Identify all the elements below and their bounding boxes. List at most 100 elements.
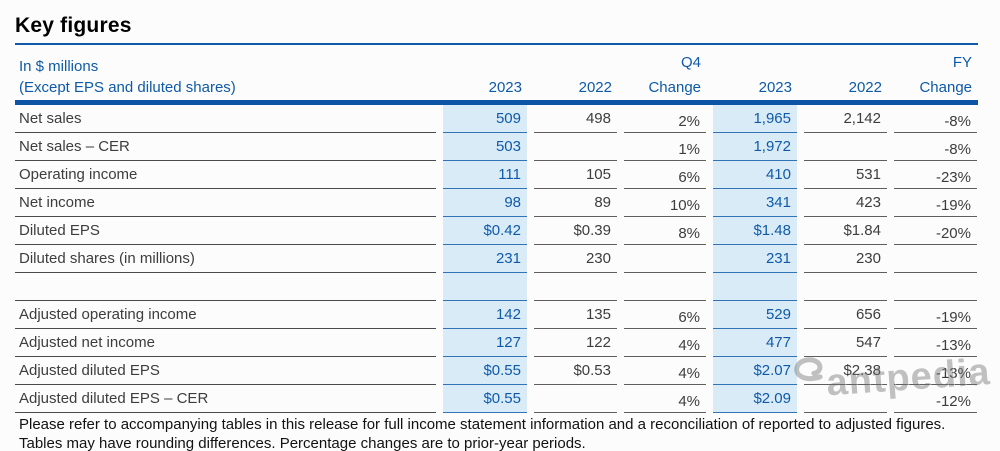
row-label: Diluted EPS bbox=[15, 217, 436, 245]
units-note-line1: In $ millions bbox=[19, 58, 99, 75]
table-header: In $ millions (Except EPS and diluted sh… bbox=[15, 51, 978, 98]
cell-fy-2022 bbox=[804, 273, 887, 301]
cell-q4-2022: $0.39 bbox=[534, 217, 617, 245]
cell-fy-2023: 529 bbox=[713, 301, 797, 329]
cell-q4-2023: $0.55 bbox=[443, 385, 527, 413]
cell-fy-2022: 547 bbox=[804, 329, 887, 357]
header-spacer bbox=[713, 51, 797, 73]
cell-q4-2023: 509 bbox=[443, 105, 527, 133]
cell-fy-change: -23% bbox=[894, 161, 977, 189]
cell-fy-change: -20% bbox=[894, 217, 977, 245]
cell-fy-change: -8% bbox=[894, 133, 977, 161]
cell-fy-change: -13% bbox=[894, 357, 977, 385]
cell-q4-2022 bbox=[534, 273, 617, 301]
cell-fy-change: -8% bbox=[894, 105, 977, 133]
row-label: Adjusted operating income bbox=[15, 301, 436, 329]
row-label: Adjusted diluted EPS – CER bbox=[15, 385, 436, 413]
cell-q4-change: 4% bbox=[624, 357, 706, 385]
cell-q4-2023 bbox=[443, 273, 527, 301]
cell-q4-2022: 89 bbox=[534, 189, 617, 217]
cell-q4-2023: 98 bbox=[443, 189, 527, 217]
header-col-q4-2022: 2022 bbox=[578, 79, 612, 96]
row-label: Net sales – CER bbox=[15, 133, 436, 161]
table-row-spacer bbox=[15, 273, 978, 301]
header-group-q4: Q4 bbox=[680, 54, 701, 71]
table-row: Adjusted operating income 142 135 6% 529… bbox=[15, 301, 978, 329]
cell-fy-change bbox=[894, 273, 977, 301]
table-row: Adjusted net income 127 122 4% 477 547 -… bbox=[15, 329, 978, 357]
table-row: Adjusted diluted EPS – CER $0.55 4% $2.0… bbox=[15, 385, 978, 413]
cell-q4-2022: 105 bbox=[534, 161, 617, 189]
header-col-q4-2023: 2023 bbox=[488, 79, 522, 96]
table-row: Diluted EPS $0.42 $0.39 8% $1.48 $1.84 -… bbox=[15, 217, 978, 245]
cell-fy-2023: 410 bbox=[713, 161, 797, 189]
cell-q4-2022: 122 bbox=[534, 329, 617, 357]
row-label: Operating income bbox=[15, 161, 436, 189]
title-divider bbox=[15, 43, 978, 45]
cell-fy-2023 bbox=[713, 273, 797, 301]
table-row: Net income 98 89 10% 341 423 -19% bbox=[15, 189, 978, 217]
cell-fy-change: -12% bbox=[894, 385, 977, 413]
cell-q4-change: 6% bbox=[624, 301, 706, 329]
cell-fy-2022: 2,142 bbox=[804, 105, 887, 133]
cell-fy-2022: 656 bbox=[804, 301, 887, 329]
table-row: Operating income 111 105 6% 410 531 -23% bbox=[15, 161, 978, 189]
units-note: In $ millions (Except EPS and diluted sh… bbox=[15, 51, 436, 98]
header-col-fy-2023: 2023 bbox=[758, 79, 792, 96]
cell-fy-2023: 1,972 bbox=[713, 133, 797, 161]
header-col-fy-2022: 2022 bbox=[848, 79, 882, 96]
cell-fy-2022: 531 bbox=[804, 161, 887, 189]
cell-q4-change: 6% bbox=[624, 161, 706, 189]
row-label: Adjusted net income bbox=[15, 329, 436, 357]
header-group-fy: FY bbox=[952, 54, 972, 71]
cell-q4-2023: 111 bbox=[443, 161, 527, 189]
cell-fy-2023: 231 bbox=[713, 245, 797, 273]
cell-q4-2022: 135 bbox=[534, 301, 617, 329]
header-col-fy-change: Change bbox=[919, 79, 972, 96]
cell-fy-change: -19% bbox=[894, 301, 977, 329]
cell-q4-2023: $0.42 bbox=[443, 217, 527, 245]
cell-fy-2023: 477 bbox=[713, 329, 797, 357]
cell-q4-change bbox=[624, 273, 706, 301]
cell-fy-change bbox=[894, 245, 977, 273]
cell-fy-change: -13% bbox=[894, 329, 977, 357]
cell-q4-2023: 127 bbox=[443, 329, 527, 357]
key-figures-table: Net sales 509 498 2% 1,965 2,142 -8% Net… bbox=[15, 105, 978, 413]
row-label bbox=[15, 273, 436, 301]
row-label: Net income bbox=[15, 189, 436, 217]
row-label: Net sales bbox=[15, 105, 436, 133]
header-spacer bbox=[443, 51, 527, 73]
cell-fy-2022: 423 bbox=[804, 189, 887, 217]
cell-q4-change: 2% bbox=[624, 105, 706, 133]
cell-q4-change bbox=[624, 245, 706, 273]
units-note-line2: (Except EPS and diluted shares) bbox=[19, 79, 236, 96]
cell-q4-2022: $0.53 bbox=[534, 357, 617, 385]
cell-fy-2022: $1.84 bbox=[804, 217, 887, 245]
cell-fy-2022: $2.38 bbox=[804, 357, 887, 385]
cell-q4-2022 bbox=[534, 133, 617, 161]
cell-q4-change: 8% bbox=[624, 217, 706, 245]
cell-q4-2023: 142 bbox=[443, 301, 527, 329]
row-label: Diluted shares (in millions) bbox=[15, 245, 436, 273]
cell-q4-change: 4% bbox=[624, 329, 706, 357]
table-row: Net sales – CER 503 1% 1,972 -8% bbox=[15, 133, 978, 161]
cell-fy-2023: $1.48 bbox=[713, 217, 797, 245]
table-row: Adjusted diluted EPS $0.55 $0.53 4% $2.0… bbox=[15, 357, 978, 385]
header-col-q4-change: Change bbox=[648, 79, 701, 96]
cell-fy-2023: 341 bbox=[713, 189, 797, 217]
cell-fy-change: -19% bbox=[894, 189, 977, 217]
cell-q4-change: 1% bbox=[624, 133, 706, 161]
table-row: Diluted shares (in millions) 231 230 231… bbox=[15, 245, 978, 273]
cell-fy-2022 bbox=[804, 385, 887, 413]
cell-q4-2023: 231 bbox=[443, 245, 527, 273]
cell-fy-2022: 230 bbox=[804, 245, 887, 273]
table-row: Net sales 509 498 2% 1,965 2,142 -8% bbox=[15, 105, 978, 133]
header-spacer bbox=[534, 51, 617, 73]
cell-fy-2023: 1,965 bbox=[713, 105, 797, 133]
cell-fy-2023: $2.09 bbox=[713, 385, 797, 413]
cell-q4-2023: $0.55 bbox=[443, 357, 527, 385]
cell-q4-change: 4% bbox=[624, 385, 706, 413]
header-divider bbox=[15, 100, 978, 105]
footnote: Please refer to accompanying tables in t… bbox=[19, 416, 946, 451]
